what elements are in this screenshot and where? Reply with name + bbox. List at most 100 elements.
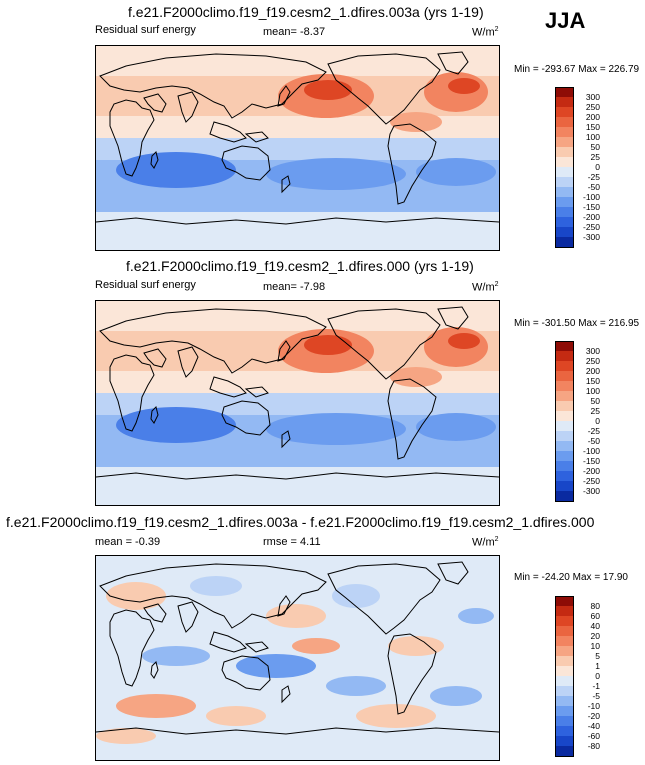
coastline — [96, 561, 499, 735]
colorbar-swatch — [555, 746, 574, 757]
field-diff-anomaly — [142, 646, 210, 666]
coastline — [96, 51, 499, 225]
colorbar-swatch — [555, 626, 574, 636]
colorbar-swatch — [555, 381, 574, 391]
colorbar-tick-label: 300 — [585, 345, 600, 356]
panel-3-map — [95, 555, 500, 761]
colorbar-swatch — [555, 706, 574, 716]
field-atlantic-cold — [416, 158, 496, 186]
colorbar-swatch — [555, 441, 574, 451]
colorbar-swatch — [555, 666, 574, 676]
field-diff-anomaly — [96, 728, 156, 744]
field-atlantic-hot — [448, 78, 480, 94]
colorbar-swatch — [555, 716, 574, 726]
colorbar-tick-label: -150 — [582, 201, 600, 212]
colorbar-tick-label: 150 — [585, 121, 600, 132]
colorbar-tick-label: 250 — [585, 101, 600, 112]
colorbar-tick-label: -5 — [592, 690, 600, 701]
colorbar-swatch — [555, 421, 574, 431]
colorbar-swatch — [555, 696, 574, 706]
colorbar-tick-label: 200 — [585, 111, 600, 122]
colorbar-swatch — [555, 431, 574, 441]
colorbar-swatch — [555, 726, 574, 736]
colorbar-tick-label: 25 — [590, 151, 600, 162]
colorbar-tick-label: -25 — [587, 425, 600, 436]
field-diff-anomaly — [236, 654, 316, 678]
colorbar-tick-label: -1 — [592, 680, 600, 691]
colorbar-tick-label: -25 — [587, 171, 600, 182]
colorbar-swatch — [555, 351, 574, 361]
panel-1-map — [95, 45, 500, 251]
field-atlantic-hot — [448, 333, 480, 349]
colorbar-swatch — [555, 676, 574, 686]
colorbar-swatch — [555, 127, 574, 137]
panel-2-title: f.e21.F2000climo.f19_f19.cesm2_1.dfires.… — [126, 258, 474, 274]
season-label: JJA — [545, 8, 586, 33]
colorbar-swatch — [555, 401, 574, 411]
panel-2-minmax: Min = -301.50 Max = 216.95 — [514, 318, 640, 329]
colorbar-tick-label: -60 — [587, 730, 600, 741]
field-diff-anomaly — [116, 694, 196, 718]
colorbar-swatch — [555, 197, 574, 207]
colorbar-tick-label: 5 — [595, 650, 600, 661]
colorbar-tick-label: 1 — [595, 660, 600, 671]
field-indian-cold — [116, 407, 236, 443]
colorbar-tick-label: -250 — [582, 221, 600, 232]
colorbar-tick-label: 100 — [585, 385, 600, 396]
colorbar-tick-label: -100 — [582, 191, 600, 202]
field-diff-anomaly — [356, 704, 436, 728]
colorbar-swatch — [555, 341, 574, 352]
colorbar-tick-label: -200 — [582, 211, 600, 222]
colorbar-swatch — [555, 177, 574, 187]
panel-1-title: f.e21.F2000climo.f19_f19.cesm2_1.dfires.… — [128, 4, 484, 20]
field-diff-anomaly — [326, 676, 386, 696]
colorbar-tick-label: -10 — [587, 700, 600, 711]
panel-1-units: W/m2 — [472, 26, 499, 39]
colorbar-swatch — [555, 616, 574, 626]
colorbar-tick-label: -300 — [582, 485, 600, 496]
colorbar-swatch — [555, 137, 574, 147]
field-diff-anomaly — [332, 584, 380, 608]
field-carib-warm — [390, 367, 442, 387]
colorbar-swatch — [555, 451, 574, 461]
panel-2-mean-label: mean= -7.98 — [263, 281, 326, 293]
panel-1-mean-label: mean= -8.37 — [263, 26, 326, 38]
colorbar-swatch — [555, 107, 574, 117]
field-diff-anomaly — [190, 576, 242, 596]
panel-3-rmse-label: rmse = 4.11 — [263, 536, 321, 548]
field-diff-anomaly — [388, 636, 444, 656]
colorbar-tick-label: 0 — [595, 161, 600, 172]
colorbar-tick-label: -20 — [587, 710, 600, 721]
colorbar-swatch — [555, 187, 574, 197]
colorbar-tick-label: -50 — [587, 181, 600, 192]
colorbar-swatch — [555, 656, 574, 666]
colorbar-swatch — [555, 686, 574, 696]
panel-3-mean-label: mean = -0.39 — [95, 536, 161, 548]
colorbar-swatch — [555, 736, 574, 746]
colorbar-tick-label: -80 — [587, 740, 600, 751]
colorbar-swatch — [555, 147, 574, 157]
colorbar-swatch — [555, 481, 574, 491]
panel-3-units: W/m2 — [472, 536, 499, 549]
field-diff-anomaly — [292, 638, 340, 654]
colorbar-tick-label: 80 — [590, 600, 600, 611]
panel-3-minmax: Min = -24.20 Max = 17.90 — [514, 572, 628, 583]
colorbar-tick-label: -250 — [582, 475, 600, 486]
colorbar-tick-label: 40 — [590, 620, 600, 631]
colorbar-tick-label: 25 — [590, 405, 600, 416]
colorbar-swatch — [555, 471, 574, 481]
colorbar-tick-label: 0 — [595, 415, 600, 426]
colorbar-swatch — [555, 411, 574, 421]
colorbar-swatch — [555, 391, 574, 401]
colorbar-tick-label: 300 — [585, 91, 600, 102]
colorbar-tick-label: -100 — [582, 445, 600, 456]
colorbar-swatch — [555, 606, 574, 616]
colorbar-swatch — [555, 117, 574, 127]
field-pacific-hot — [304, 80, 352, 100]
colorbar-swatch — [555, 157, 574, 167]
colorbar-swatch — [555, 217, 574, 227]
panel-2-variable-label: Residual surf energy — [95, 279, 196, 291]
colorbar-swatch — [555, 371, 574, 381]
field-diff-anomaly — [206, 706, 266, 726]
field-pacific-cold — [266, 158, 406, 190]
